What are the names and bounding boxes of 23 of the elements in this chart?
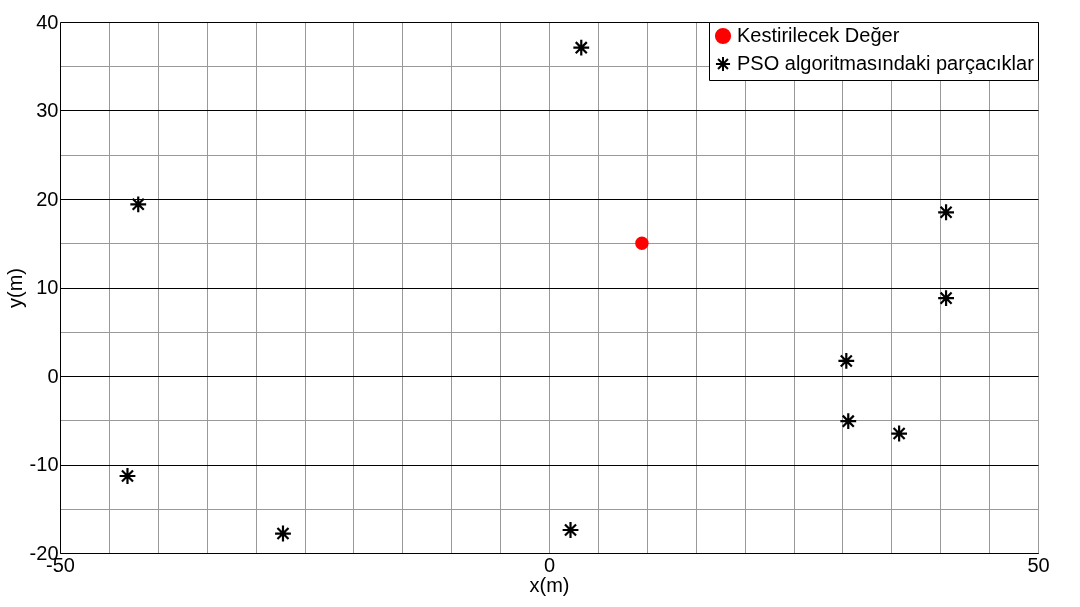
y-tick-label: 20 [36,187,59,210]
point [937,289,956,308]
x-axis-title: x(m) [529,573,570,596]
y-tick-label: 40 [36,10,59,33]
legend-label: PSO algoritmasındaki parçacıklar [737,52,1035,74]
x-tick-label: 50 [1027,553,1050,576]
x-tick-label: 0 [543,553,556,576]
point [937,203,956,222]
y-tick-label: 0 [47,364,59,387]
point [118,467,137,486]
y-tick-label: -10 [29,453,59,475]
point [635,236,649,250]
point [129,195,148,214]
point [572,38,591,57]
point [273,524,292,543]
legend-label: Kestirilecek Değer [737,24,900,46]
point [837,351,856,370]
y-tick-label: 10 [36,276,59,298]
point [839,412,858,431]
point [561,520,580,539]
y-axis-title: y(m) [3,268,26,308]
y-tick-label: 30 [36,99,59,121]
point [890,424,909,443]
